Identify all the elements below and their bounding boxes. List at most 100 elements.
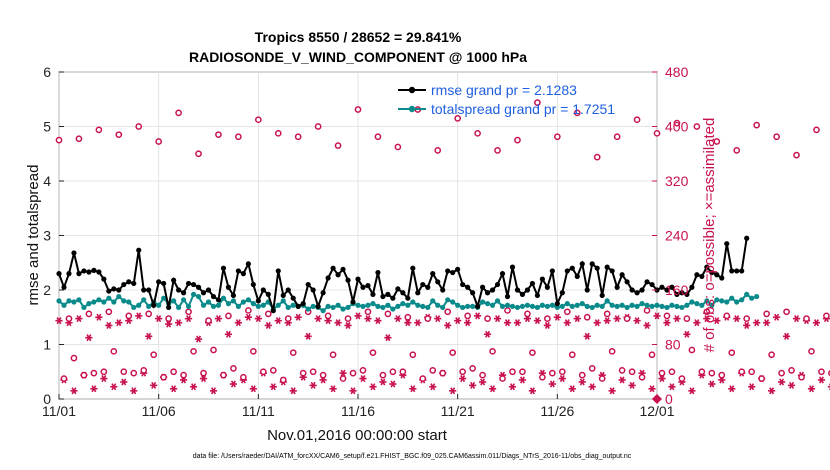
totalspread-point bbox=[61, 302, 67, 308]
x-tick-label: 11/11 bbox=[242, 403, 275, 419]
totalspread-point bbox=[604, 298, 610, 304]
rmse-point bbox=[81, 268, 87, 274]
obs-assimilated-point bbox=[170, 385, 178, 393]
obs-possible-point bbox=[798, 373, 805, 381]
obs-assimilated-point bbox=[643, 321, 651, 329]
asterisk-stroke bbox=[789, 381, 795, 389]
y-axis-left-label: rmse and totalspread bbox=[25, 165, 42, 306]
rmse-point bbox=[290, 295, 296, 301]
asterisk-stroke bbox=[335, 319, 341, 327]
totalspread-point bbox=[275, 302, 281, 308]
obs-possible-point bbox=[60, 375, 68, 382]
obs-assimilated-point bbox=[748, 383, 756, 391]
obs-possible-point bbox=[768, 351, 775, 359]
rmse-point bbox=[166, 304, 172, 311]
asterisk-stroke bbox=[579, 378, 585, 386]
obs-assimilated-point bbox=[229, 380, 238, 388]
totalspread-point bbox=[355, 302, 361, 308]
obs-assimilated-point bbox=[728, 385, 736, 393]
asterisk-stroke bbox=[101, 375, 107, 383]
obs-possible-point bbox=[703, 308, 711, 316]
obs-possible-point bbox=[329, 351, 337, 359]
obs-possible-point bbox=[459, 368, 466, 376]
obs-assimilated-point bbox=[658, 375, 666, 383]
obs-assimilated-point bbox=[812, 319, 821, 327]
obs-possible-point bbox=[95, 126, 103, 134]
obs-possible-point bbox=[658, 369, 666, 377]
totalspread-point bbox=[310, 303, 316, 309]
rmse-point bbox=[350, 299, 356, 305]
y-left-tick-label: 6 bbox=[43, 64, 51, 80]
asterisk-stroke bbox=[694, 319, 700, 327]
obs-possible-point bbox=[818, 368, 825, 376]
obs-possible-point bbox=[384, 310, 392, 318]
obs-possible-point bbox=[289, 349, 297, 357]
rmse-point bbox=[659, 284, 665, 290]
rmse-point bbox=[141, 287, 147, 293]
obs-possible-point bbox=[344, 315, 352, 322]
obs-possible-point bbox=[813, 126, 820, 134]
totalspread-point bbox=[225, 301, 232, 307]
totalspread-point bbox=[489, 302, 496, 308]
obs-possible-point bbox=[748, 368, 756, 376]
asterisk-stroke bbox=[430, 383, 436, 391]
totalspread-point bbox=[724, 299, 730, 305]
rmse-point bbox=[96, 269, 102, 275]
obs-possible-point bbox=[399, 368, 407, 376]
rmse-point bbox=[230, 292, 237, 299]
rmse-point bbox=[644, 279, 650, 285]
asterisk-stroke bbox=[191, 383, 197, 391]
totalspread-point bbox=[499, 303, 506, 309]
obs-possible-point bbox=[55, 136, 63, 144]
obs-assimilated-point bbox=[578, 378, 586, 386]
y-right-tick-label: 240 bbox=[665, 228, 689, 244]
obs-possible-point bbox=[509, 368, 516, 376]
asterisk-stroke bbox=[774, 313, 780, 321]
asterisk-stroke bbox=[794, 315, 800, 323]
obs-assimilated-point bbox=[807, 385, 816, 393]
obs-assimilated-point bbox=[409, 385, 417, 393]
obs-possible-point bbox=[409, 351, 417, 359]
totalspread-point bbox=[709, 302, 715, 308]
totalspread-point bbox=[514, 304, 521, 311]
rmse-point bbox=[275, 268, 281, 274]
totalspread-point bbox=[614, 303, 620, 309]
rmse-point bbox=[146, 287, 152, 293]
legend-rmse-label: rmse grand pr = 2.1283 bbox=[431, 82, 577, 98]
asterisk-stroke bbox=[619, 376, 625, 384]
totalspread-point bbox=[684, 302, 690, 308]
rmse-point bbox=[156, 279, 162, 285]
obs-possible-point bbox=[80, 371, 88, 379]
totalspread-point bbox=[340, 306, 346, 312]
rmse-point bbox=[734, 268, 740, 274]
obs-possible-point bbox=[733, 146, 741, 154]
rmse-point bbox=[524, 287, 531, 293]
obs-possible-point bbox=[235, 133, 242, 141]
obs-assimilated-point bbox=[334, 319, 342, 327]
obs-assimilated-point bbox=[513, 319, 522, 327]
obs-assimilated-point bbox=[568, 385, 576, 393]
rmse-point bbox=[569, 265, 575, 271]
obs-possible-point bbox=[588, 364, 596, 372]
rmse-point bbox=[534, 292, 541, 299]
obs-assimilated-point bbox=[269, 383, 277, 391]
obs-possible-point bbox=[269, 367, 277, 374]
asterisk-stroke bbox=[574, 315, 580, 323]
obs-possible-point bbox=[763, 310, 770, 318]
obs-possible-point bbox=[499, 375, 506, 382]
x-axis-ticks: 11/01 11/06 11/11 11/16 11/21 11/26 12/01 bbox=[42, 394, 675, 419]
obs-possible-point bbox=[568, 351, 576, 359]
data-file-footnote: data file: /Users/raeder/DAI/ATM_forcXX/… bbox=[193, 453, 632, 460]
obs-assimilated-point bbox=[817, 376, 826, 384]
obs-possible-point bbox=[773, 133, 780, 141]
obs-assimilated-point bbox=[518, 376, 527, 384]
obs-assimilated-point bbox=[608, 387, 616, 395]
rmse-point bbox=[584, 287, 590, 293]
totalspread-point bbox=[564, 301, 570, 307]
asterisk-stroke bbox=[116, 319, 122, 327]
asterisk-stroke bbox=[370, 383, 376, 391]
obs-possible-point bbox=[160, 373, 167, 381]
rmse-point bbox=[395, 286, 401, 292]
asterisk-stroke bbox=[589, 383, 595, 391]
rmse-point bbox=[215, 297, 222, 303]
